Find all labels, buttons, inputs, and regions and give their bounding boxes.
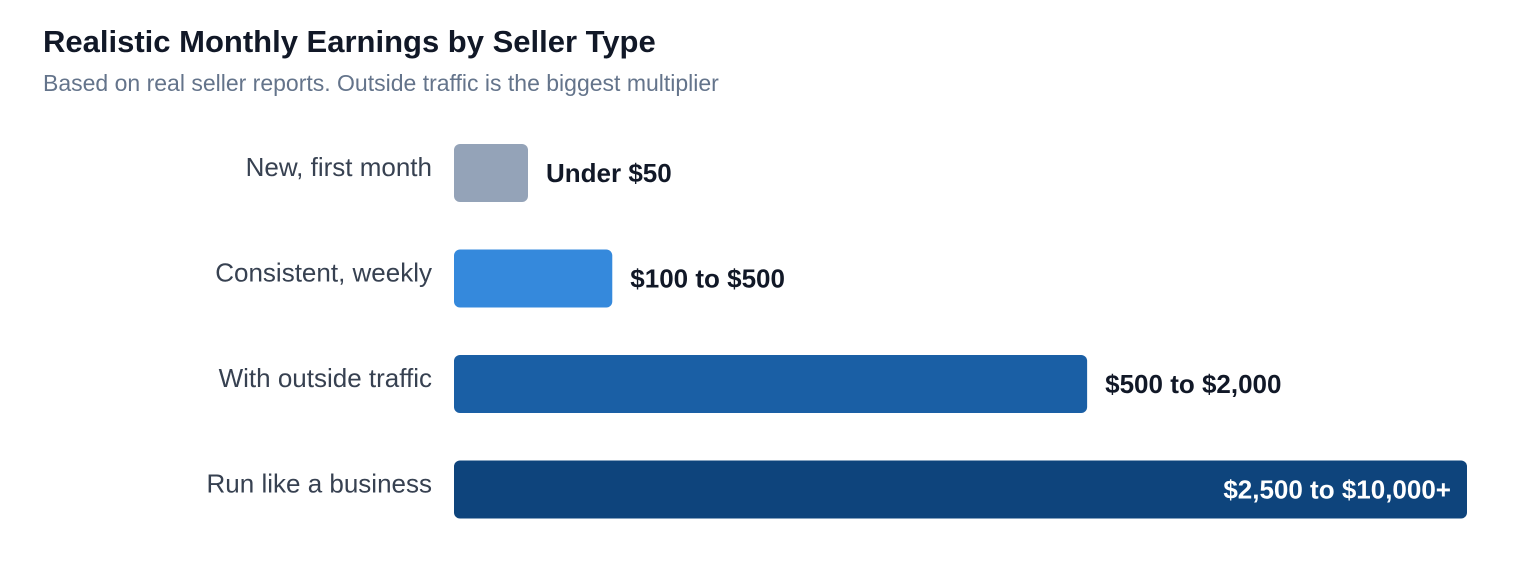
chart-title: Realistic Monthly Earnings by Seller Typ… — [43, 24, 656, 59]
bar — [454, 144, 528, 202]
category-label: Run like a business — [207, 468, 432, 498]
category-label: With outside traffic — [219, 363, 432, 393]
category-label: Consistent, weekly — [215, 257, 432, 287]
value-label: $100 to $500 — [630, 263, 785, 293]
chart-subtitle: Based on real seller reports. Outside tr… — [43, 70, 719, 96]
category-label: New, first month — [246, 152, 432, 182]
bar — [454, 249, 613, 308]
value-label: $2,500 to $10,000+ — [1223, 474, 1451, 504]
bar — [454, 460, 1467, 519]
value-label: Under $50 — [546, 158, 672, 188]
bar — [454, 355, 1088, 413]
value-label: $500 to $2,000 — [1105, 369, 1281, 399]
